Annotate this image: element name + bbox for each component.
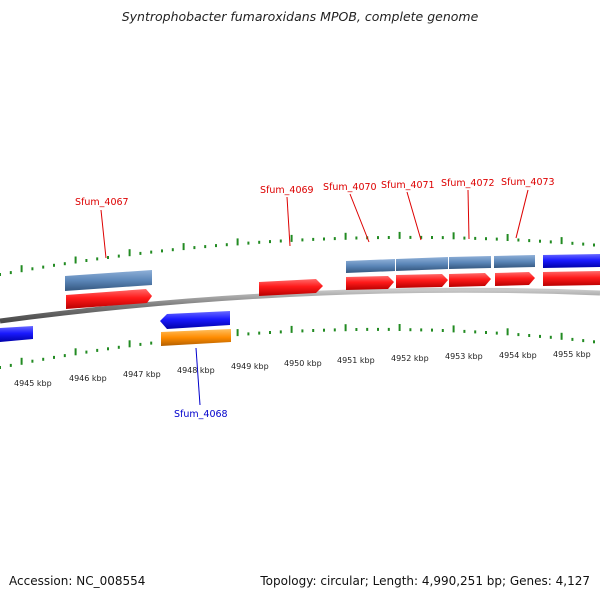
leader-sfum-4071 [406,191,422,241]
kbp-label-4952: 4952 kbp [391,354,429,363]
cds-sfum-4069[interactable] [259,279,323,296]
gene-bar-sfum-4068[interactable] [161,329,231,346]
gene-label-sfum-4072[interactable]: Sfum_4072 [441,178,495,189]
kbp-label-4945: 4945 kbp [14,379,52,388]
kbp-label-4946: 4946 kbp [69,374,107,383]
map-title: Syntrophobacter fumaroxidans MPOB, compl… [121,9,479,24]
kbp-label-4947: 4947 kbp [123,370,161,379]
leader-sfum-4072 [467,189,470,240]
kbp-label-4955: 4955 kbp [553,350,591,359]
gene-label-sfum-4070[interactable]: Sfum_4070 [323,182,377,193]
gene-label-sfum-4067[interactable]: Sfum_4067 [75,197,129,208]
kbp-axis-labels: 4945 kbp 4946 kbp 4947 kbp 4948 kbp 4949… [14,350,591,388]
kbp-label-4950: 4950 kbp [284,359,322,368]
gene-label-sfum-4068[interactable]: Sfum_4068 [174,409,228,420]
topology-text: Topology: circular; Length: 4,990,251 bp… [260,574,590,588]
genome-backbone [0,287,600,324]
forward-cds-track [66,271,600,309]
gene-bar-sfum-4070[interactable] [346,259,395,273]
cds-next-forward[interactable] [543,271,600,286]
kbp-label-4949: 4949 kbp [231,362,269,371]
cds-sfum-4071[interactable] [396,274,448,288]
label-leader-lines [100,189,529,406]
kbp-label-4953: 4953 kbp [445,352,483,361]
kbp-label-4954: 4954 kbp [499,351,537,360]
cds-sfum-4072[interactable] [449,273,491,287]
cds-next-reverse-top[interactable] [543,254,600,268]
reverse-cds-track [0,254,600,342]
cds-sfum-4070[interactable] [346,276,394,290]
leader-sfum-4073 [515,189,529,239]
leader-sfum-4067 [100,209,107,259]
gene-labels: Sfum_4067 Sfum_4068 Sfum_4069 Sfum_4070 … [75,177,555,420]
gene-label-sfum-4069[interactable]: Sfum_4069 [260,185,314,196]
cds-sfum-4067[interactable] [66,289,152,309]
cds-sfum-4073[interactable] [495,272,535,286]
gene-label-sfum-4073[interactable]: Sfum_4073 [501,177,555,188]
gene-label-sfum-4071[interactable]: Sfum_4071 [381,180,435,191]
leader-sfum-4070 [349,193,370,243]
cds-previous-reverse[interactable] [0,326,33,342]
leader-sfum-4069 [286,196,291,247]
leader-sfum-4068 [195,347,201,406]
forward-strand-tick-track [0,231,595,276]
gene-bar-sfum-4071[interactable] [396,257,448,271]
accession-text: Accession: NC_008554 [9,574,146,588]
forward-gene-track [65,255,535,291]
gene-bar-sfum-4073[interactable] [494,255,535,268]
kbp-label-4948: 4948 kbp [177,366,215,375]
cds-sfum-4068[interactable] [160,311,230,329]
gene-bar-sfum-4067[interactable] [65,270,152,291]
gene-bar-sfum-4072[interactable] [449,256,491,269]
kbp-label-4951: 4951 kbp [337,356,375,365]
